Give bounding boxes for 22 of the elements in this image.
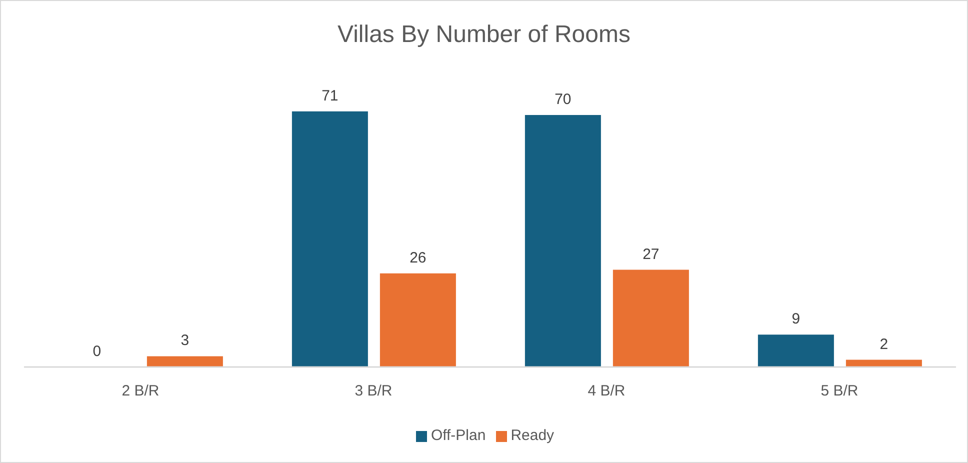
data-label: 2 xyxy=(880,336,888,353)
x-tick-label: 3 B/R xyxy=(354,382,392,400)
legend-label: Ready xyxy=(510,427,554,444)
data-label: 71 xyxy=(322,87,338,104)
bar xyxy=(612,270,689,367)
data-label: 26 xyxy=(410,249,426,266)
data-label: 9 xyxy=(792,310,800,328)
data-label: 3 xyxy=(180,332,190,350)
bar xyxy=(846,360,922,367)
chart-title: Villas By Number of Rooms xyxy=(336,20,632,50)
bar xyxy=(146,356,223,367)
bar xyxy=(758,334,834,367)
bar xyxy=(292,111,368,367)
bar xyxy=(524,115,601,367)
data-label: 70 xyxy=(554,91,572,108)
data-label: 27 xyxy=(642,246,660,263)
x-tick-label: 4 B/R xyxy=(588,382,626,400)
x-tick-label: 2 B/R xyxy=(122,382,160,400)
legend-label: Off-Plan xyxy=(430,427,486,444)
data-label: 0 xyxy=(92,342,102,360)
bar xyxy=(380,273,456,367)
x-tick-label: 5 B/R xyxy=(820,382,858,400)
